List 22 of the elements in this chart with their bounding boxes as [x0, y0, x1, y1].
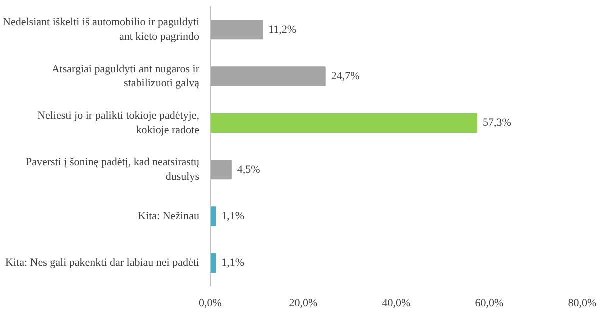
- y-tick-label: Kita: Nežinau: [138, 210, 200, 222]
- x-tick-label: 40,0%: [382, 298, 411, 310]
- data-label: 4,5%: [237, 164, 260, 176]
- y-tick-label: Nedelsiant iškelti iš automobilio ir paguldyti ant kieto pagrindo: [3, 16, 200, 44]
- bar: [210, 206, 216, 226]
- x-tick-label: 60,0%: [475, 298, 504, 310]
- y-tick-label: Kita: Nes gali pakenkti dar labiau nei padėti: [6, 257, 200, 270]
- x-tick-label: 20,0%: [289, 298, 318, 310]
- bar: [210, 20, 264, 40]
- y-tick-label: Paversti į šoninę padėtį, kad neatsirastų dusulys: [26, 156, 200, 184]
- data-label: 1,1%: [222, 210, 245, 222]
- data-label: 1,1%: [222, 257, 245, 270]
- bar: [210, 160, 232, 180]
- y-tick-label: Atsargiai paguldyti ant nugaros ir stabilizuoti galvą: [52, 63, 200, 90]
- bar: [210, 113, 478, 133]
- y-tick-label: Neliesti jo ir palikti tokioje padėtyje, kokioje radote: [38, 110, 200, 136]
- x-tick-label: 80,0%: [568, 298, 597, 310]
- data-label: 24,7%: [331, 70, 360, 82]
- x-tick-label: 0,0%: [199, 298, 222, 310]
- data-label: 57,3%: [482, 117, 512, 130]
- data-label: 11,2%: [268, 24, 297, 36]
- bar: [210, 66, 326, 86]
